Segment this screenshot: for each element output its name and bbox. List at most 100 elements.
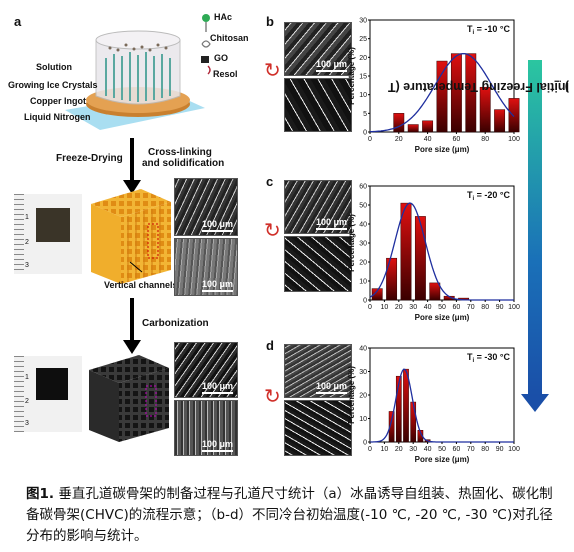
- y-tick-label: 20: [359, 55, 367, 62]
- y-tick-label: 0: [363, 298, 367, 305]
- sem-d-top: 100 μm: [284, 344, 352, 398]
- y-tick-label: 5: [363, 111, 367, 118]
- arrow-c: ↻: [264, 220, 281, 242]
- side-label: Initial Freezing Temperature (T i): [388, 80, 573, 380]
- x-tick-label: 30: [409, 446, 417, 453]
- figure-caption: 图1. 垂直孔道碳骨架的制备过程与孔道尺寸统计（a）冰晶诱导自组装、热固化、碳化…: [26, 484, 556, 547]
- x-tick-label: 70: [467, 304, 475, 311]
- y-tick-label: 50: [359, 203, 367, 210]
- step-crosslinking: Cross-linking: [148, 147, 212, 158]
- gaussian-fit-line: [369, 202, 514, 301]
- bar: [508, 98, 520, 133]
- ruler2-tick-2: 2: [25, 398, 29, 405]
- caption-text: 垂直孔道碳骨架的制备过程与孔道尺寸统计（a）冰晶诱导自组装、热固化、碳化制备碳骨…: [26, 486, 553, 544]
- carbon-photo: 1 2 3: [14, 356, 82, 432]
- bar: [436, 60, 448, 133]
- x-tick-label: 10: [381, 446, 389, 453]
- x-tick-label: 80: [481, 446, 489, 453]
- bar: [414, 216, 426, 301]
- x-tick-label: 40: [424, 136, 432, 143]
- y-tick-label: 25: [359, 36, 367, 43]
- x-tick-label: 10: [381, 304, 389, 311]
- x-tick-label: 20: [395, 304, 403, 311]
- carbon-honeycomb: [89, 355, 169, 442]
- y-tick-label: 60: [359, 184, 367, 191]
- sponge-photo: 1 2 3: [14, 194, 82, 274]
- carbon-sample: [36, 368, 68, 400]
- arrow-b: ↻: [264, 60, 281, 82]
- legend-chitosan: Chitosan: [210, 33, 249, 43]
- ruler-2: [14, 356, 24, 432]
- x-tick-label: 50: [438, 446, 446, 453]
- ruler-tick-3: 3: [25, 262, 29, 269]
- x-axis-label: Pore size (μm): [415, 455, 470, 464]
- x-tick-label: 90: [496, 304, 504, 311]
- label-vertical-channels: Vertical channels: [104, 280, 178, 290]
- bar: [494, 109, 506, 133]
- y-axis-label: Percentage (%): [347, 214, 356, 272]
- sem-d-bottom: [284, 400, 352, 456]
- x-tick-label: 70: [467, 446, 475, 453]
- label-growing-ice: Growing Ice Crystals: [8, 80, 98, 90]
- sem-carbon-side: 100 μm: [174, 400, 238, 456]
- pore-size-chart-d: 0 10 20 30 40 50 60 70 80 90 100 0 10 20 30 40 Pore size…: [347, 346, 520, 465]
- ruler: [14, 194, 24, 274]
- sponge-honeycomb: [91, 189, 171, 284]
- y-axis-label: Percentage (%): [347, 47, 356, 105]
- ruler2-tick-3: 3: [25, 420, 29, 427]
- sem-b-top: 100 μm: [284, 22, 352, 76]
- temperature-gradient-arrow: [528, 60, 542, 396]
- step-arrow-2-head: [123, 340, 141, 354]
- x-tick-label: 80: [481, 136, 489, 143]
- sem-sponge-side: 100 μm: [174, 238, 238, 296]
- pore-size-chart-b: 0 20 40 60 80 100 0 5 10 15 20 25 30 Pore size (μm) Pe…: [347, 18, 520, 155]
- y-tick-label: 40: [359, 346, 367, 353]
- bar: [403, 368, 409, 443]
- ruler2-tick-1: 1: [25, 374, 29, 381]
- temperature-gradient-arrow-head: [521, 394, 549, 412]
- x-tick-label: 60: [453, 446, 461, 453]
- label-copper-ingot: Copper Ingot: [30, 96, 86, 106]
- ruler-tick-2: 2: [25, 239, 29, 246]
- step-arrow-1: [130, 138, 134, 182]
- x-tick-label: 100: [508, 446, 520, 453]
- x-tick-label: 100: [508, 304, 520, 311]
- pore-size-chart-c: 0 10 20 30 40 50 60 70 80 90 100 0 10 20 30 40 50 60 Pore …: [347, 184, 520, 323]
- ice-crystals: [105, 52, 171, 102]
- x-tick-label: 40: [424, 304, 432, 311]
- step-solidification: and solidification: [142, 158, 225, 169]
- legend-hac: HAc: [214, 12, 233, 22]
- y-tick-label: 30: [359, 241, 367, 248]
- x-tick-label: 0: [368, 446, 372, 453]
- bar: [386, 257, 398, 301]
- label-solution: Solution: [36, 62, 72, 72]
- side-label-main: Initial Freezing Temperature (T: [387, 80, 569, 94]
- bar: [407, 124, 419, 133]
- side-label-end: ): [564, 80, 569, 94]
- y-tick-label: 30: [359, 369, 367, 376]
- x-tick-label: 0: [368, 304, 372, 311]
- arrow-d: ↻: [264, 386, 281, 408]
- step-arrow-2: [130, 298, 134, 342]
- bar: [465, 53, 477, 133]
- freezing-temp-label: Ti = -10 °C: [467, 24, 511, 36]
- x-tick-label: 100: [508, 136, 520, 143]
- freeze-setup-illustration: [65, 30, 205, 130]
- sem-sponge-top: 100 μm: [174, 178, 238, 236]
- sem-c-top: 100 μm: [284, 180, 352, 234]
- y-tick-label: 10: [359, 279, 367, 286]
- sponge-sample: [36, 208, 70, 242]
- freezing-temp-label: Ti = -20 °C: [467, 190, 511, 202]
- sem-b-bottom: [284, 78, 352, 132]
- bar: [410, 401, 417, 443]
- chitosan-icon: [201, 40, 211, 48]
- x-tick-label: 60: [453, 304, 461, 311]
- x-tick-label: 40: [424, 446, 432, 453]
- bar: [422, 120, 434, 133]
- x-tick-label: 90: [496, 446, 504, 453]
- legend-resol: Resol: [213, 69, 238, 79]
- x-tick-label: 60: [453, 136, 461, 143]
- bar: [388, 411, 395, 443]
- legend-icons: [201, 14, 211, 75]
- bar: [371, 288, 383, 301]
